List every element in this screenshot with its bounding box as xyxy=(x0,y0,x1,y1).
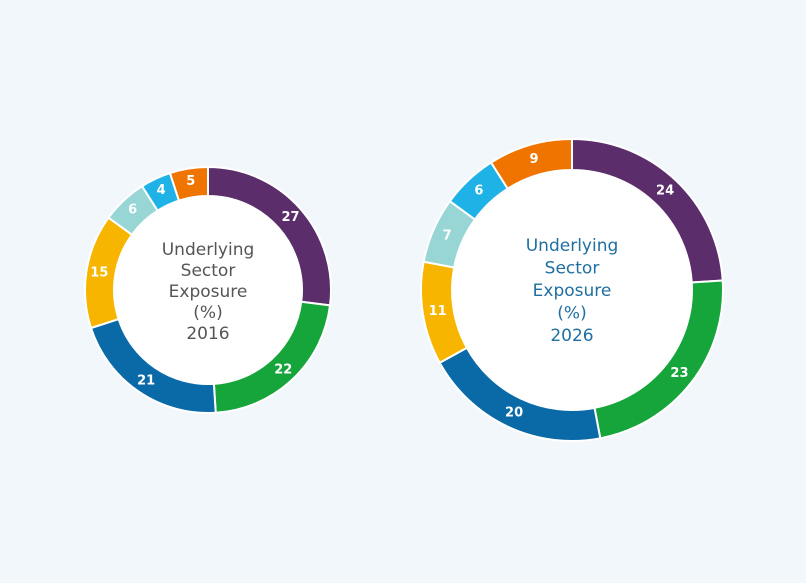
segment-value-label: 22 xyxy=(274,363,292,378)
center-label-line: Underlying xyxy=(526,236,619,256)
segment-value-label: 23 xyxy=(670,366,688,381)
donut-chart-1: 27 22 21 15 6 4 5 UnderlyingSectorExposure(%)20… xyxy=(84,165,332,414)
center-label-line: (%) xyxy=(557,304,586,324)
segment-value-label: 15 xyxy=(90,265,108,280)
center-label-line: Sector xyxy=(545,259,600,279)
segment-value-label: 7 xyxy=(443,228,452,243)
donut-center xyxy=(115,197,301,383)
segment-value-label: 6 xyxy=(128,202,137,217)
segment-value-label: 27 xyxy=(281,210,299,225)
donut-segment xyxy=(168,165,209,202)
segment-value-label: 6 xyxy=(474,183,483,198)
donut-segment xyxy=(489,137,573,191)
center-label-line: Sector xyxy=(181,261,236,281)
segment-value-label: 21 xyxy=(137,373,155,388)
center-label-line: Exposure xyxy=(533,281,612,301)
center-label-line: 2016 xyxy=(186,324,229,344)
segment-value-label: 9 xyxy=(530,152,539,167)
center-label-line: Exposure xyxy=(169,282,248,302)
segment-value-label: 5 xyxy=(186,174,195,189)
center-label-line: 2026 xyxy=(550,326,593,346)
segment-value-label: 20 xyxy=(505,406,523,421)
center-label-line: Underlying xyxy=(162,240,255,260)
segment-value-label: 11 xyxy=(429,304,447,319)
center-label-line: (%) xyxy=(193,303,222,323)
segment-value-label: 24 xyxy=(656,183,674,198)
donut-center xyxy=(453,171,691,409)
segment-value-label: 4 xyxy=(157,183,166,198)
